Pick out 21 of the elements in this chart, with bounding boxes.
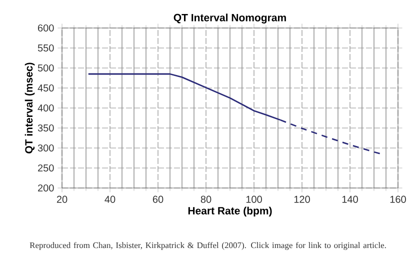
y-tick-label: 350 bbox=[38, 124, 54, 132]
x-tick-label: 40 bbox=[104, 196, 116, 203]
x-tick-label: 100 bbox=[246, 196, 262, 203]
y-tick-label: 400 bbox=[38, 104, 54, 112]
y-tick-label: 600 bbox=[38, 24, 54, 32]
x-tick-label: 60 bbox=[152, 196, 164, 203]
y-tick-label: 500 bbox=[38, 64, 54, 72]
y-tick-label: 550 bbox=[38, 44, 54, 52]
y-tick-label: 250 bbox=[38, 164, 54, 172]
x-tick-label: 160 bbox=[390, 196, 406, 203]
text: Reproduced from Chan, Isbister, Kirkpatrick & Duffel (2007). Click image for link to original article. bbox=[30, 242, 386, 250]
x-tick-label: 140 bbox=[342, 196, 358, 203]
x-tick-label: 20 bbox=[56, 196, 68, 203]
chart-title: QT Interval Nomogram bbox=[174, 14, 286, 24]
x-tick-label: 120 bbox=[294, 196, 310, 203]
x-axis-title: Heart Rate (bpm) bbox=[188, 206, 272, 217]
y-tick-label: 200 bbox=[38, 184, 54, 192]
y-tick-label: 300 bbox=[38, 144, 54, 152]
y-axis-title: QT interval (msec) bbox=[24, 62, 35, 154]
y-tick-label: 450 bbox=[38, 84, 54, 92]
x-tick-label: 80 bbox=[200, 196, 212, 203]
